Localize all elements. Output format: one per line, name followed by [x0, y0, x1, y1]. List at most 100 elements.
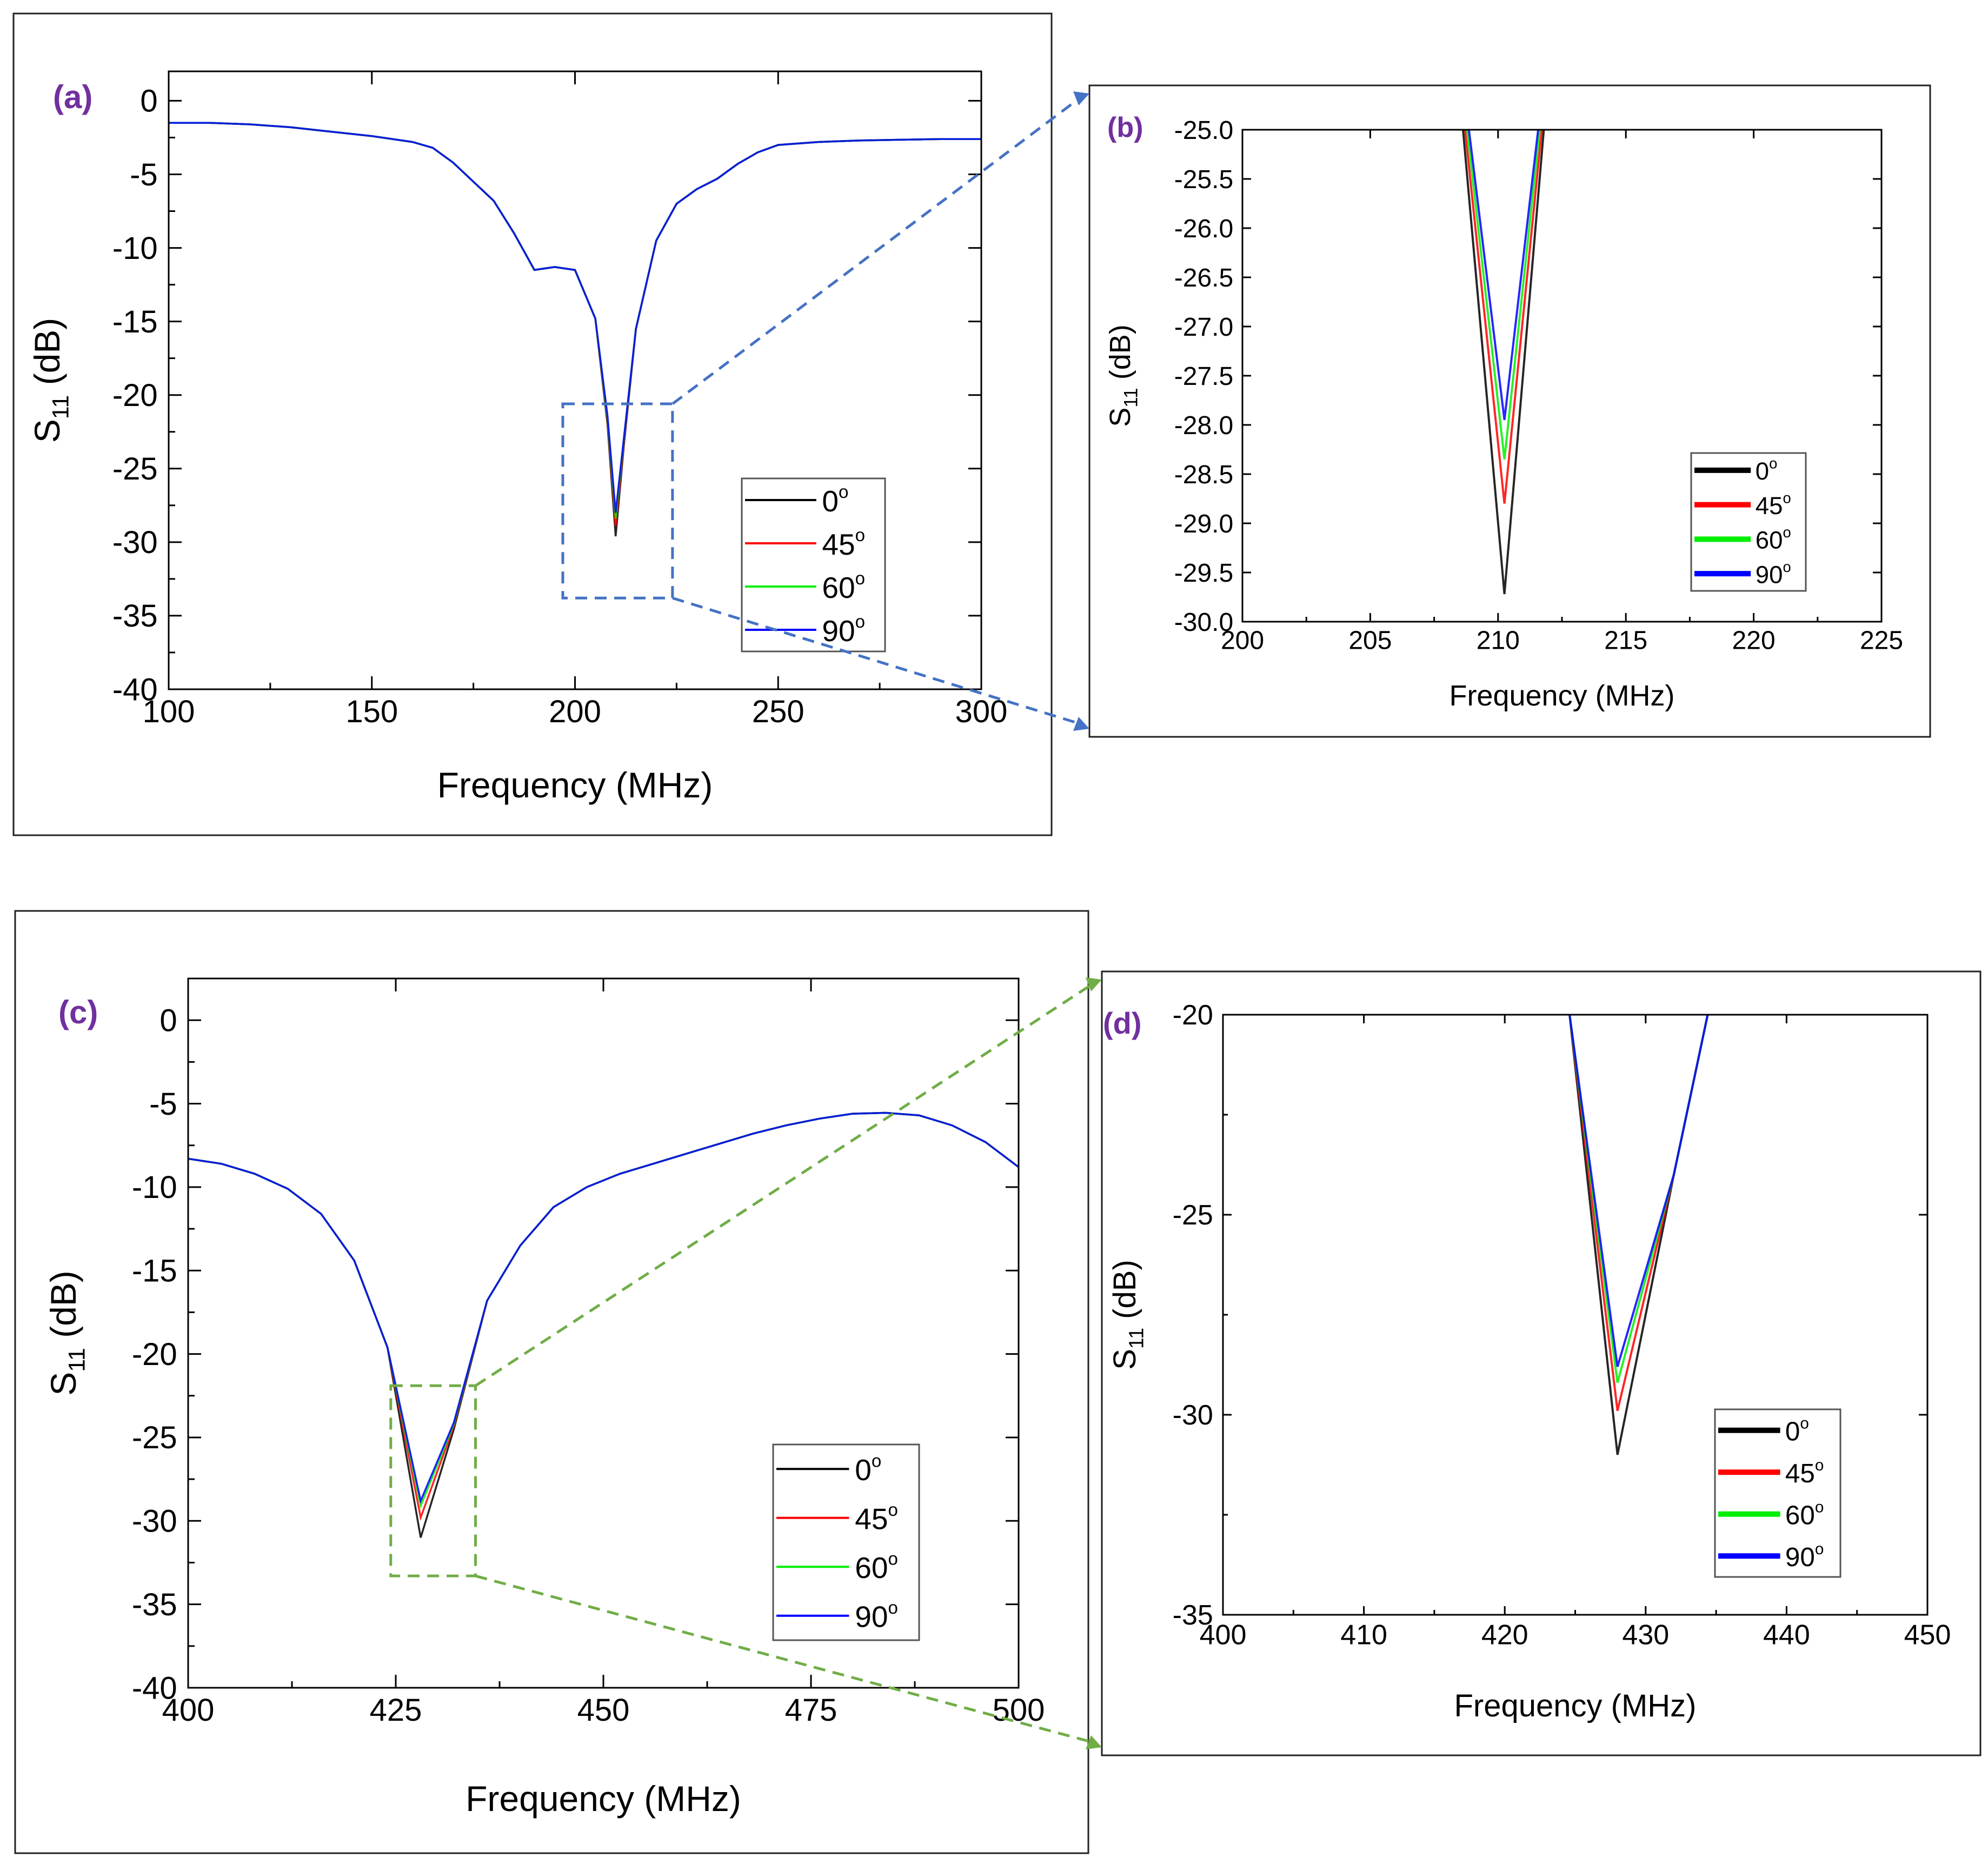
legend-label-degree: o: [1815, 1456, 1824, 1474]
panel-a: 100 150 200 250 3000-5-10-15-20-25-30-35-40F…: [12, 12, 1053, 836]
y-tick-label: 0: [140, 84, 157, 119]
legend-label-degree: o: [855, 612, 865, 632]
y-axis-label-unit: (dB): [1107, 1260, 1142, 1328]
legend-label-degree: o: [888, 1598, 897, 1618]
panel-label: (c): [58, 994, 98, 1030]
legend-label-value: 45: [1785, 1459, 1815, 1488]
legend-label-value: 0: [1785, 1417, 1800, 1447]
series-line-1: [169, 122, 981, 527]
zoom-arrowhead-bottom-c: [1086, 1735, 1102, 1749]
x-tick-label: 150: [345, 694, 398, 729]
y-axis-label: S11 (dB): [1104, 324, 1142, 427]
y-tick-label: -30.0: [1174, 608, 1233, 637]
y-axis-label-main: S: [43, 1372, 83, 1396]
x-tick-label: 450: [1904, 1620, 1951, 1651]
y-axis-label-sub: 11: [48, 395, 74, 420]
legend-label-3: 90o: [822, 612, 865, 648]
legend-label-value: 0: [1756, 457, 1769, 485]
legend-label-degree: o: [855, 569, 865, 589]
legend-label-1: 45o: [1785, 1456, 1824, 1488]
y-axis-label: S11 (dB): [43, 1270, 90, 1396]
x-tick-label: 250: [752, 694, 804, 729]
y-axis-label-sub: 11: [1121, 388, 1142, 407]
zoom-arrowhead-top-a: [1073, 91, 1089, 105]
y-tick-label: -25.0: [1174, 116, 1233, 145]
x-tick-label: 400: [162, 1693, 215, 1728]
y-tick-label: -10: [132, 1170, 177, 1205]
x-tick-label: 220: [1732, 626, 1776, 655]
legend-label-0: 0o: [1756, 455, 1778, 485]
series-group: [1462, 130, 1545, 595]
y-tick-label: -5: [130, 157, 158, 192]
zoom-connector-bottom-a: [672, 596, 1079, 725]
series-line-0: [169, 122, 981, 537]
x-tick-label: 400: [1200, 1620, 1247, 1651]
series-group: [1568, 1015, 1709, 1455]
y-tick-label: -30: [132, 1504, 177, 1539]
zoom-box-a: [561, 402, 674, 600]
legend-label-2: 60o: [822, 569, 865, 604]
legend-label-value: 0: [822, 484, 839, 518]
legend-label-degree: o: [1769, 455, 1777, 472]
legend-label-1: 45o: [855, 1500, 898, 1536]
legend-label-0: 0o: [855, 1451, 881, 1487]
panel-frame: [12, 12, 1053, 836]
series-line-3: [1467, 130, 1539, 421]
x-tick-label: 500: [993, 1693, 1045, 1728]
series-line-3: [188, 1111, 1019, 1504]
legend-label-degree: o: [1783, 524, 1791, 541]
panel-label: (b): [1107, 112, 1143, 143]
y-tick-label: -10: [112, 231, 158, 266]
zoom-connector-bottom-c: [475, 1574, 1092, 1743]
x-tick-label: 210: [1477, 626, 1520, 655]
zoom-arrowhead-top-c: [1086, 977, 1102, 991]
legend-box: [1714, 1408, 1841, 1578]
panel-c: 400 425 450 475 5000-5-10-15-20-25-30-35-40F…: [14, 910, 1089, 1854]
y-axis-label: S11 (dB): [1107, 1260, 1148, 1370]
y-axis-label-main: S: [1107, 1349, 1142, 1370]
series-line-3: [1568, 1015, 1709, 1367]
legend-label-value: 45: [855, 1502, 888, 1536]
legend-label-value: 60: [1785, 1501, 1815, 1530]
zoom-connector-top-c: [475, 983, 1092, 1387]
panel-d: 400 410 420 430 440 450-20-25-30-35Frequency …: [1101, 970, 1982, 1756]
legend-label-value: 90: [1785, 1542, 1815, 1572]
y-axis-label-unit: (dB): [43, 1270, 83, 1348]
x-tick-label: 420: [1481, 1620, 1528, 1651]
legend-box: [1690, 452, 1807, 592]
y-tick-label: -29.5: [1174, 559, 1233, 588]
y-tick-label: -5: [149, 1087, 177, 1122]
legend-label-3: 90o: [855, 1598, 898, 1634]
legend-label-value: 90: [855, 1600, 888, 1634]
panel-frame: [14, 910, 1089, 1854]
y-tick-label: -25: [132, 1420, 177, 1455]
y-tick-label: -27.5: [1174, 362, 1233, 391]
y-tick-label: 0: [159, 1003, 177, 1038]
series-line-0: [1462, 130, 1545, 595]
panel-label: (d): [1103, 1006, 1142, 1040]
y-tick-label: -40: [112, 672, 158, 707]
y-tick-label: -30: [1173, 1400, 1213, 1431]
legend-label-3: 90o: [1785, 1540, 1824, 1572]
legend-label-value: 45: [1756, 492, 1783, 520]
y-axis-label-unit: (dB): [1104, 324, 1136, 388]
legend-box: [772, 1443, 920, 1641]
y-tick-label: -26.5: [1174, 264, 1233, 292]
legend-label-2: 60o: [1756, 524, 1791, 554]
legend-label-3: 90o: [1756, 558, 1791, 589]
x-tick-label: 205: [1348, 626, 1392, 655]
series-group: [169, 122, 981, 537]
panel-label: (a): [53, 79, 92, 115]
legend-label-degree: o: [1783, 558, 1791, 575]
panel-frame: [1088, 84, 1931, 738]
y-tick-label: -35: [1173, 1600, 1213, 1631]
legend-label-degree: o: [1815, 1540, 1824, 1558]
y-axis-label-sub: 11: [1125, 1328, 1148, 1349]
series-line-0: [1568, 1015, 1709, 1455]
legend-label-value: 90: [1756, 561, 1783, 588]
x-tick-label: 430: [1622, 1620, 1669, 1651]
series-group: [188, 1111, 1019, 1538]
legend-label-value: 60: [855, 1551, 888, 1585]
